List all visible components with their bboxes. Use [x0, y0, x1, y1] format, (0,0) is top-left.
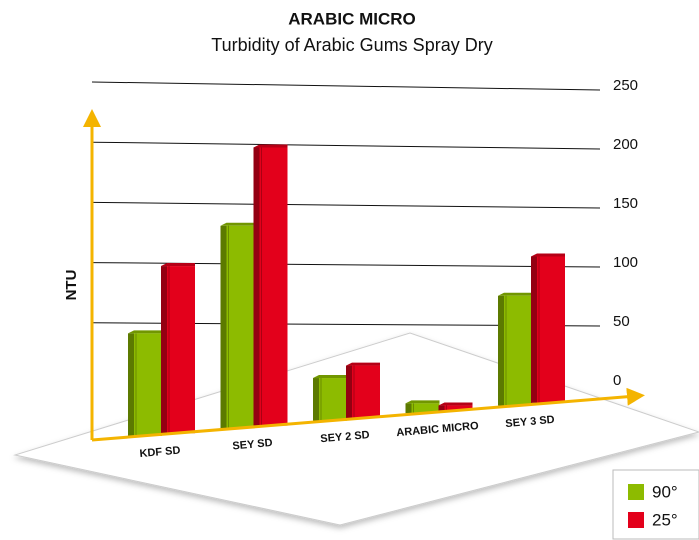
legend-swatch — [628, 512, 644, 528]
bar-side — [128, 333, 134, 436]
bar — [161, 263, 195, 434]
bar-front — [167, 266, 195, 434]
bar — [498, 292, 532, 406]
legend-label: 90° — [652, 482, 678, 501]
bar-side — [405, 403, 412, 414]
y-axis-label: NTU — [63, 270, 80, 301]
bar-side — [161, 266, 167, 434]
bar-top — [128, 330, 162, 334]
x-axis — [91, 387, 645, 442]
bar-top — [220, 222, 255, 226]
bar-top — [313, 375, 347, 379]
bar-top — [253, 144, 288, 148]
bar-side — [253, 147, 260, 426]
legend-items: 90°25° — [628, 482, 678, 529]
bar — [346, 362, 380, 419]
bar — [220, 222, 255, 429]
x-tick-label: SEY SD — [232, 437, 273, 452]
bar-front — [444, 405, 473, 411]
grid-line — [91, 201, 601, 209]
chart-subtitle: Turbidity of Arabic Gums Spray Dry — [211, 35, 492, 55]
bar-top — [161, 263, 195, 267]
bar — [438, 402, 473, 411]
chart-title: ARABIC MICRO — [288, 9, 416, 28]
bar-top — [346, 362, 380, 366]
bar-side — [313, 378, 319, 421]
x-tick-label: SEY 3 SD — [505, 414, 555, 430]
legend-swatch — [628, 484, 644, 500]
x-tick-label: KDF SD — [139, 445, 181, 461]
bar-side — [220, 225, 227, 429]
bar-side — [531, 256, 537, 403]
bar-front — [259, 147, 288, 426]
bar-front — [352, 365, 380, 419]
bar — [531, 253, 565, 403]
bar-side — [498, 295, 504, 406]
y-tick-label: 250 — [613, 77, 638, 94]
bar — [405, 400, 440, 414]
bar — [128, 330, 162, 436]
floor — [13, 332, 699, 526]
bar — [253, 144, 288, 426]
bar-front — [226, 225, 255, 429]
bar-top — [498, 292, 532, 296]
bar-front — [504, 295, 532, 406]
grid-line — [91, 141, 601, 150]
bar — [313, 375, 347, 421]
legend — [612, 469, 699, 540]
legend-label: 25° — [652, 510, 678, 529]
grid-line — [91, 81, 601, 91]
bar-top — [405, 400, 440, 404]
x-tick-label: SEY 2 SD — [320, 429, 370, 445]
y-tick-label: 0 — [613, 372, 621, 389]
bar-front — [411, 403, 440, 414]
y-tick-label: 150 — [613, 195, 638, 212]
bar-front — [319, 378, 347, 421]
bars: KDF SD SEY SD SEY 2 SD ARABIC MICRO SEY 3 SD — [128, 144, 565, 460]
bar-side — [438, 405, 445, 411]
bar-front — [537, 256, 565, 403]
y-tick-label: 50 — [613, 313, 630, 330]
bar-side — [346, 365, 352, 419]
bar-top — [531, 253, 565, 257]
bar-front — [134, 333, 162, 436]
y-tick-label: 200 — [613, 136, 638, 153]
y-tick-label: 100 — [613, 254, 638, 271]
bar-top — [438, 402, 473, 406]
